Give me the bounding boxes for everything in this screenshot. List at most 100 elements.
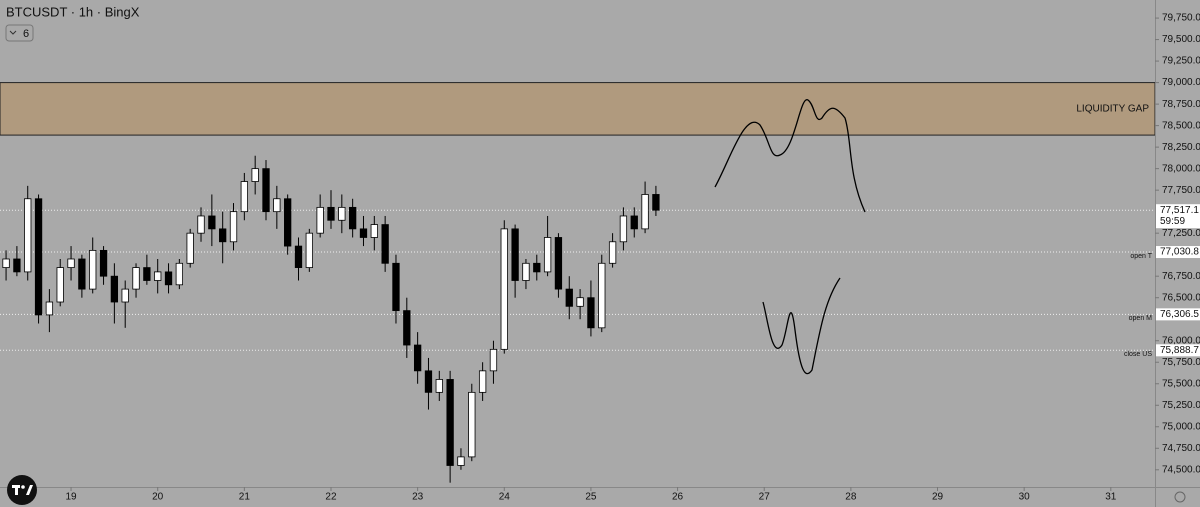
- candle-body: [511, 228, 519, 281]
- candle-body: [164, 271, 173, 286]
- candle-body: [359, 228, 368, 238]
- candle-body: [543, 237, 552, 273]
- candle-body: [435, 379, 443, 393]
- candle-body: [370, 224, 378, 238]
- y-tick-label: 79,000.0: [1162, 77, 1200, 88]
- x-tick-label: 30: [1019, 492, 1031, 503]
- y-tick-label: 77,750.0: [1162, 185, 1200, 196]
- candle-body: [641, 194, 649, 230]
- candle-body: [619, 215, 628, 243]
- candle-body: [132, 267, 140, 290]
- y-tick-label: 75,000.0: [1162, 421, 1200, 432]
- price-marker: [1156, 308, 1200, 321]
- level-name: open M: [1129, 315, 1153, 322]
- y-tick-label: 76,500.0: [1162, 292, 1200, 303]
- y-tick-label: 79,500.0: [1162, 34, 1200, 45]
- y-tick-label: 78,250.0: [1162, 142, 1200, 153]
- price-marker-label: 75,888.7: [1160, 345, 1199, 356]
- x-tick-label: 27: [759, 492, 771, 503]
- candle-body: [349, 206, 357, 230]
- x-tick-label: 23: [412, 492, 424, 503]
- candle-body: [305, 232, 313, 268]
- x-tick-label: 19: [65, 492, 77, 503]
- countdown: 59:59: [1160, 216, 1185, 227]
- level-name: close US: [1124, 351, 1152, 358]
- chevron: [9, 30, 17, 35]
- candle-body: [554, 237, 563, 290]
- candle-body: [413, 344, 422, 372]
- candle-body: [175, 262, 184, 286]
- y-tick-label: 76,000.0: [1162, 335, 1200, 346]
- candle-body: [121, 288, 129, 303]
- candle-body: [24, 198, 32, 273]
- price-marker: [1156, 246, 1200, 259]
- y-tick-label: 79,750.0: [1162, 13, 1200, 24]
- candle-body: [273, 198, 281, 213]
- x-tick-label: 28: [845, 492, 857, 503]
- candle-body: [587, 297, 595, 329]
- price-marker-label: 77,030.8: [1160, 247, 1199, 258]
- liquidity-zone: [0, 82, 1156, 136]
- candle-body: [284, 198, 292, 247]
- candle-body: [468, 391, 476, 458]
- candle-body: [45, 301, 54, 316]
- x-tick-label: 21: [239, 492, 251, 503]
- candle-body: [262, 168, 270, 213]
- candle-body: [598, 262, 606, 329]
- x-tick-label: 20: [152, 492, 164, 503]
- candle-body: [338, 206, 346, 221]
- candle-body: [294, 245, 303, 268]
- candle-body: [78, 258, 86, 290]
- x-tick-label: 29: [932, 492, 944, 503]
- candle-body: [489, 348, 498, 372]
- y-tick-label: 79,250.0: [1162, 56, 1200, 67]
- candle-body: [208, 215, 216, 230]
- level-name: open T: [1130, 253, 1152, 260]
- candle-body: [478, 370, 487, 393]
- symbol-title: BTCUSDT · 1h · BingX: [6, 4, 140, 19]
- candle-body: [446, 379, 454, 466]
- price-marker-label: 76,306.5: [1160, 309, 1199, 320]
- y-tick-label: 78,750.0: [1162, 99, 1200, 110]
- candle-body: [34, 198, 43, 316]
- candle-body: [67, 258, 75, 268]
- x-tick-label: 22: [325, 492, 337, 503]
- y-tick-label: 74,750.0: [1162, 443, 1200, 454]
- logo: [7, 475, 37, 505]
- candle-body: [219, 228, 227, 243]
- x-tick-label: 31: [1105, 492, 1117, 503]
- indicator-toggle[interactable]: [5, 24, 34, 42]
- candle-body: [316, 206, 324, 234]
- y-tick-label: 78,000.0: [1162, 163, 1200, 174]
- y-tick-label: 76,750.0: [1162, 271, 1200, 282]
- candle-body: [2, 258, 10, 268]
- candle-body: [403, 310, 411, 346]
- x-tick-label: 24: [499, 492, 511, 503]
- zone-label: LIQUIDITY GAP: [1076, 103, 1149, 114]
- y-tick-label: 75,750.0: [1162, 357, 1200, 368]
- settings-button[interactable]: [1174, 491, 1186, 503]
- candle-body: [89, 249, 97, 290]
- price-marker: [1156, 204, 1200, 229]
- indicator-count: 6: [23, 28, 29, 40]
- candle-body: [424, 370, 433, 393]
- candle-body: [56, 267, 64, 303]
- candle-body: [500, 228, 508, 350]
- candle-body: [197, 215, 205, 234]
- price-marker-label: 77,517.1: [1160, 205, 1199, 216]
- drawing: [714, 99, 866, 213]
- drawing: [762, 277, 841, 375]
- candle-body: [251, 168, 259, 182]
- candle-body: [99, 249, 108, 277]
- x-tick-label: 26: [672, 492, 684, 503]
- candle-body: [652, 194, 660, 211]
- candle-body: [143, 267, 151, 281]
- candle-body: [327, 206, 335, 221]
- candle-body: [110, 275, 119, 303]
- candle-body: [522, 262, 530, 281]
- price-marker: [1156, 344, 1200, 357]
- candle-body: [13, 258, 21, 273]
- candle-body: [392, 262, 400, 312]
